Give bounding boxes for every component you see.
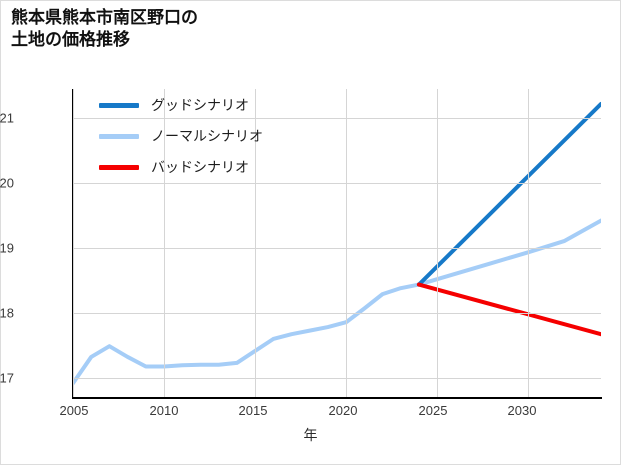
legend-label-bad: バッドシナリオ <box>151 159 249 175</box>
y-tick-label: 19 <box>0 240 14 256</box>
gridline-horizontal <box>73 378 601 379</box>
legend-item-good: グッドシナリオ <box>99 95 263 115</box>
gridline-horizontal <box>73 313 601 314</box>
x-tick-label: 2030 <box>507 403 537 418</box>
x-tick-label: 2005 <box>59 403 89 418</box>
legend-swatch-bad <box>99 164 139 170</box>
gridline-vertical <box>528 89 529 397</box>
y-tick-label: 17 <box>0 370 14 386</box>
legend-item-normal: ノーマルシナリオ <box>99 126 263 146</box>
gridline-vertical <box>255 89 256 397</box>
legend-swatch-normal <box>99 133 139 139</box>
gridline-vertical <box>164 89 165 397</box>
gridline-horizontal <box>73 248 601 249</box>
series-line <box>416 101 601 287</box>
chart-legend: グッドシナリオ ノーマルシナリオ バッドシナリオ <box>99 95 263 177</box>
plot-area <box>72 89 602 399</box>
x-axis-spine <box>72 397 602 399</box>
legend-item-bad: バッドシナリオ <box>99 157 263 177</box>
x-tick-label: 2015 <box>238 403 268 418</box>
legend-label-normal: ノーマルシナリオ <box>151 128 263 144</box>
chart-lines <box>73 101 601 386</box>
x-tick-label: 2020 <box>328 403 358 418</box>
series-line <box>73 218 601 386</box>
gridline-vertical <box>73 89 74 397</box>
x-tick-label: 2025 <box>418 403 448 418</box>
gridline-horizontal <box>73 118 601 119</box>
y-tick-label: 21 <box>0 110 14 126</box>
gridline-vertical <box>346 89 347 397</box>
x-tick-label: 2010 <box>149 403 179 418</box>
legend-label-good: グッドシナリオ <box>151 97 249 113</box>
page-title: 熊本県熊本市南区野口の 土地の価格推移 <box>11 8 198 50</box>
gridline-vertical <box>437 89 438 397</box>
series-line <box>416 282 601 337</box>
legend-swatch-good <box>99 102 139 108</box>
y-tick-label: 20 <box>0 175 14 191</box>
gridline-horizontal <box>73 183 601 184</box>
x-axis-label: 年 <box>303 427 318 443</box>
y-tick-label: 18 <box>0 305 14 321</box>
